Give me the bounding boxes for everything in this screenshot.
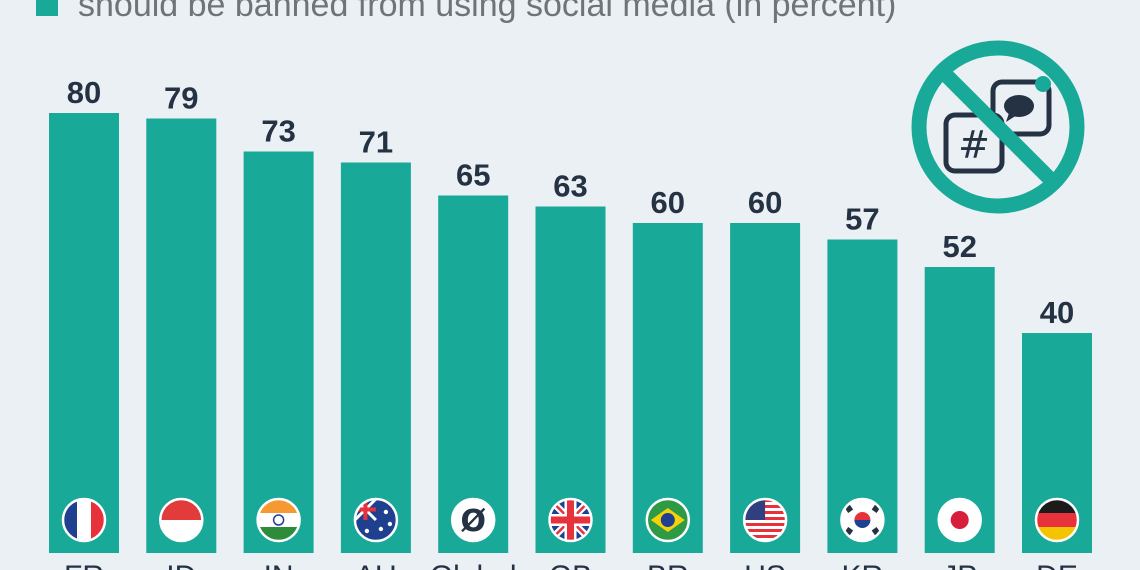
value-label-id: 79 [164,81,198,116]
bar-au [340,162,411,553]
value-label-fr: 80 [67,75,101,110]
germany-flag-icon [1034,497,1080,543]
flags-group: Ø [61,497,1080,543]
bar-fr [49,113,119,553]
value-label-in: 73 [261,114,295,149]
value-label-au: 71 [359,125,393,160]
value-labels-group: 80 79 73 71 65 63 60 60 57 52 40 [67,75,1074,330]
category-label-us: US [744,560,786,570]
category-label-fr: FR [64,560,104,570]
category-label-in: IN [264,560,294,570]
svg-text:#: # [958,123,990,167]
value-label-de: 40 [1040,295,1074,330]
legend-swatch [36,0,58,16]
usa-flag-icon [742,497,788,543]
category-label-de: DE [1036,560,1078,570]
value-label-global: 65 [456,158,490,193]
global-icon: Ø [450,497,496,543]
category-labels-group: FR ID IN AU Global GB BR US KR JP DE [64,560,1078,570]
bar-id [146,118,217,553]
legend-label: should be banned from using social media… [78,0,897,24]
value-label-kr: 57 [845,202,879,237]
category-label-gb: GB [549,560,592,570]
bar-in [243,151,314,553]
value-label-gb: 63 [553,169,587,204]
category-label-au: AU [355,560,397,570]
svg-text:Ø: Ø [460,504,486,539]
value-label-br: 60 [651,185,685,220]
value-label-us: 60 [748,185,782,220]
indonesia-flag-icon [159,497,204,543]
japan-flag-icon [937,497,982,543]
category-label-global: Global [430,560,517,570]
brazil-flag-icon [645,497,691,543]
value-label-jp: 52 [942,229,976,264]
category-label-kr: KR [842,560,884,570]
category-label-id: ID [166,560,196,570]
south-korea-flag-icon [840,497,885,543]
uk-flag-icon [548,497,593,543]
bar-gb [535,206,606,553]
no-social-media-icon: # [911,40,1085,214]
category-label-jp: JP [942,560,977,570]
category-label-br: BR [647,560,689,570]
bar-global [438,195,509,553]
india-flag-icon [256,497,301,543]
france-flag-icon [61,497,107,543]
australia-flag-icon [353,497,399,543]
